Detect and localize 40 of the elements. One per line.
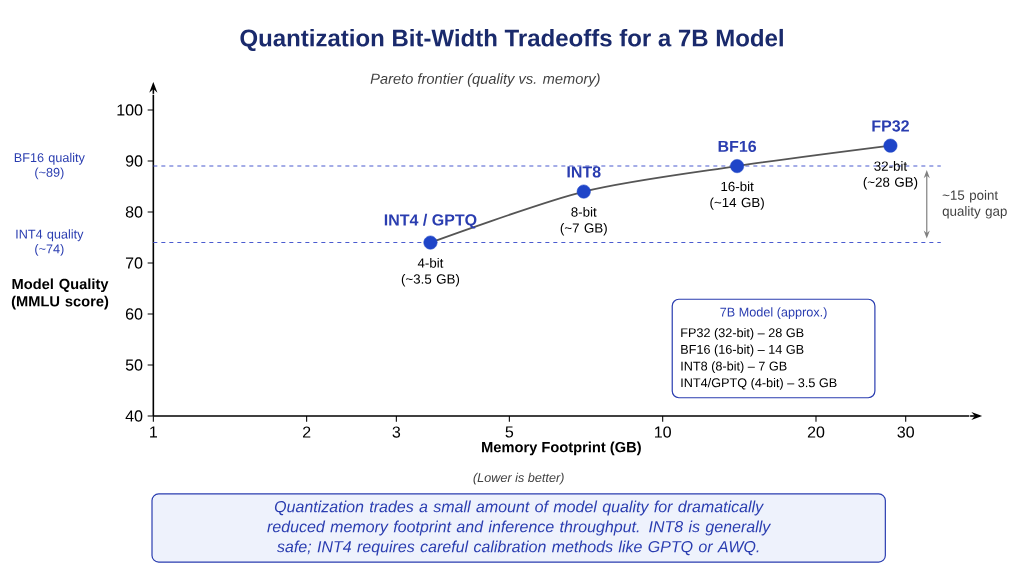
annotation: 4-bit (~3.5 GB) [401, 257, 460, 287]
annotation: INT8 [567, 166, 601, 178]
text: (Lower is better) [473, 472, 564, 485]
text: Pareto frontier (quality vs. memory) [370, 73, 600, 87]
x-tick-label: 1 [150, 426, 157, 438]
point [883, 138, 898, 153]
y-tick-label: 70 [125, 257, 143, 269]
ref-line-label: INT4 quality (~74) [16, 229, 84, 256]
y-tick-label: 40 [125, 410, 143, 422]
annotation: INT8 (8-bit) – 7 GB [681, 361, 787, 374]
annotation: 32-bit (~28 GB) [863, 161, 918, 190]
x-tick-label: 2 [302, 426, 311, 438]
annotation: 8-bit (~7 GB) [560, 206, 607, 236]
point [423, 235, 438, 250]
x-axis-title: Memory Footprint (GB) [482, 441, 641, 456]
y-tick-label: 50 [125, 359, 143, 371]
annotation: 7B Model (approx.) [720, 307, 827, 320]
x-tick-label: 10 [655, 426, 671, 438]
annotation: BF16 (16-bit) – 14 GB [681, 344, 804, 357]
y-tick-label: 90 [125, 155, 143, 167]
y-tick-label: 80 [125, 206, 143, 218]
annotation: FP32 [872, 120, 909, 132]
annotation: ~15 point quality gap [942, 190, 1007, 219]
x-tick-label: 20 [807, 426, 825, 438]
y-tick-label: 60 [125, 308, 143, 320]
text: Quantization trades a small amount of model quality for dramatically reduced memory footprint and inference throughput. INT8 is generally safe; INT4 requires careful calibration methods like GPTQ or AWQ. [267, 500, 772, 556]
annotation: INT4 / GPTQ [384, 213, 477, 229]
chart-title: Quantization Bit-Width Tradeoffs for a 7B Model [240, 28, 783, 52]
y-axis-title: Model Quality (MMLU score) [11, 278, 109, 310]
x-tick-label: 30 [897, 426, 914, 438]
annotation: BF16 [718, 140, 757, 153]
annotation: INT4/GPTQ (4-bit) – 3.5 GB [681, 377, 837, 390]
x-tick-label: 3 [392, 426, 401, 438]
point [730, 159, 745, 174]
annotation: 16-bit (~14 GB) [710, 181, 764, 210]
y-tick-label: 100 [117, 104, 143, 116]
x-tick-label: 5 [505, 426, 514, 438]
annotation: FP32 (32-bit) – 28 GB [681, 327, 804, 340]
ref-line-label: BF16 quality (~89) [14, 152, 85, 180]
point [576, 184, 591, 199]
